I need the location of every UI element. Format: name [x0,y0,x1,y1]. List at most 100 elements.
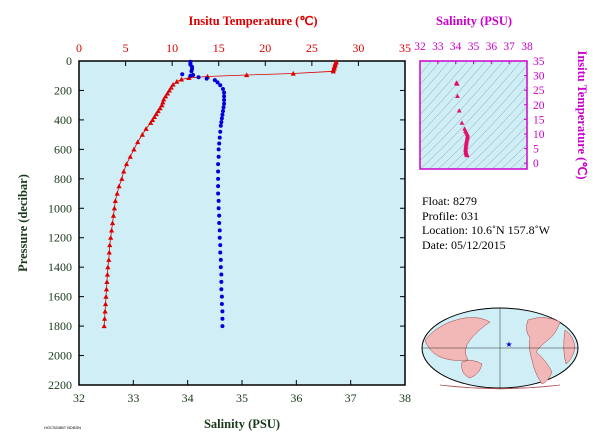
temperature-point [106,249,112,255]
salinity-point [180,72,185,77]
salinity-point [217,213,222,218]
temperature-point [127,154,133,159]
salinity-point [217,235,222,240]
temperature-point [112,198,118,203]
density-contour [537,39,601,169]
temperature-point [114,190,120,196]
ts-temperature-tick-label: 10 [533,129,545,141]
temperature-tick-label: 30 [352,41,364,55]
density-contour [464,105,527,169]
temperature-point [106,257,112,262]
pressure-tick-label: 1200 [48,231,72,245]
salinity-point [216,176,221,181]
pressure-tick-label: 2200 [48,378,72,392]
temperature-point [148,120,154,125]
pressure-tick-label: 400 [54,113,72,127]
pressure-tick-label: 200 [54,83,72,97]
salinity-point [212,78,217,83]
temperature-point [101,323,107,329]
salinity-point [218,129,223,134]
salinity-point [216,162,221,167]
float-info: Float: 8279 Profile: 031 Location: 10.6˚… [422,194,550,252]
temperature-point [135,139,141,145]
salinity-point [217,141,222,146]
salinity-point [216,169,221,174]
density-contour [546,39,601,169]
density-contour [491,134,527,169]
salinity-point [218,265,223,270]
salinity-point [222,98,227,103]
main-ticks [78,60,406,386]
temperature-point [108,235,114,240]
temperature-point [161,96,167,102]
float-location: Location: 10.6˚N 157.8˚W [422,223,550,237]
float-id: Float: 8279 [422,194,478,208]
ts-salinity-tick-label: 37 [503,41,515,53]
salinity-tick-label: 34 [182,391,194,405]
temperature-tick-label: 5 [123,41,129,55]
ts-temperature-tick-label: 0 [533,158,539,170]
salinity-point [218,123,223,128]
temperature-series [101,59,339,329]
density-contour [437,75,527,169]
temperature-point [110,213,117,218]
pressure-tick-label: 1000 [48,201,72,215]
footer-code: HGCSDBBT BDBSN [44,425,82,430]
salinity-point [218,257,223,262]
salinity-point [219,287,224,292]
salinity-tick-label: 37 [345,391,357,405]
salinity-point [218,250,223,255]
salinity-point [220,309,225,314]
temperature-tick-label: 25 [306,41,318,55]
ts-salinity-tick-label: 36 [486,41,498,53]
ts-point [456,108,462,113]
ts-point [454,81,460,86]
ts-point [464,152,470,158]
salinity-tick-label: 35 [236,391,248,405]
temperature-point [139,132,145,137]
temperature-point [116,183,122,189]
temperature-point [164,90,171,96]
temperature-point [109,220,116,226]
salinity-point [219,272,224,277]
salinity-tick-label: 36 [290,391,302,405]
temperature-point [121,168,127,174]
salinity-point [221,105,226,110]
salinity-tick-label: 38 [399,391,411,405]
salinity-point [219,116,224,121]
temperature-axis-title: Insitu Temperature (℃) [188,14,317,28]
salinity-point [189,69,194,74]
salinity-series [180,59,227,329]
temperature-point [330,68,336,74]
ts-salinity-tick-label: 38 [521,41,533,53]
temperature-tick-label: 20 [259,41,271,55]
temperature-point [168,84,174,90]
density-contour [455,95,527,169]
salinity-point [218,83,223,88]
pressure-tick-label: 0 [66,54,72,68]
ts-salinity-tick-label: 35 [468,41,480,53]
salinity-point [220,109,225,114]
salinity-point [220,316,225,321]
salinity-point [218,243,223,248]
ts-point [455,93,460,98]
salinity-point [216,206,221,211]
temperature-tick-label: 35 [399,41,411,55]
density-contours [420,39,601,169]
salinity-point [219,294,224,299]
temperature-point [105,264,111,270]
salinity-point [217,135,222,140]
main-plot-area [78,60,406,386]
salinity-point [204,76,209,81]
temperature-point [159,102,165,108]
salinity-point [216,154,221,159]
temperature-point [119,176,125,181]
salinity-point [222,90,227,95]
float-location-marker: ★ [505,340,512,349]
pressure-tick-label: 1600 [48,290,72,304]
salinity-point [219,279,224,284]
temperature-point [103,286,110,292]
temperature-point [244,72,250,78]
temperature-point [155,108,161,114]
